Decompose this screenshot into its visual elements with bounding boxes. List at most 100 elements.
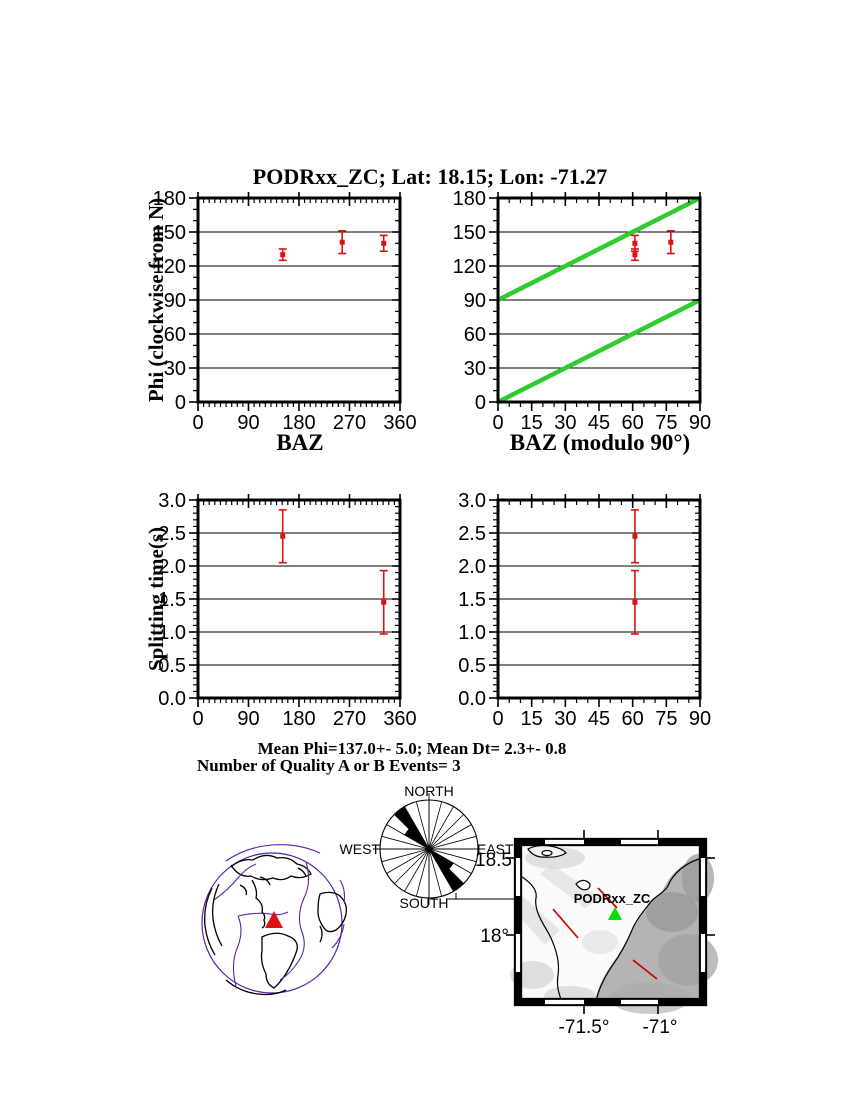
coastline-path xyxy=(204,887,216,956)
plate-boundary-path xyxy=(331,879,346,949)
tick-label: 0.5 xyxy=(158,655,186,677)
tick-label: 3.0 xyxy=(458,490,486,512)
splitting-bar xyxy=(597,887,618,909)
rose-spoke xyxy=(381,835,430,850)
tick-label: 0 xyxy=(492,412,503,434)
terrain-shade xyxy=(518,892,560,945)
terrain-shade xyxy=(682,854,714,902)
coastline-path xyxy=(225,979,287,996)
rose-spoke xyxy=(428,835,477,850)
tick-label: 30 xyxy=(554,708,576,730)
dt-vs-baz-mod90-panel: 0 15 30 45 60 75 90 0.0 0.5 1.0 1.5 2.0 2.5 3.0 xyxy=(458,490,711,730)
tick-label: 0 xyxy=(175,392,186,414)
tick-label: 0 xyxy=(192,412,203,434)
rose-spoke xyxy=(386,848,430,874)
splitting-bar xyxy=(632,959,658,980)
tick-label: 60 xyxy=(464,324,486,346)
tick-label: 30 xyxy=(554,412,576,434)
tick-label: 90 xyxy=(164,290,186,312)
plot-frame xyxy=(196,498,402,700)
tick-label: 75 xyxy=(655,412,677,434)
tick-label: 90 xyxy=(689,412,711,434)
tick-label: 2.5 xyxy=(158,523,186,545)
frame-outer-line xyxy=(513,837,708,1007)
tick-label: 180 xyxy=(153,188,186,210)
rose-spoke xyxy=(386,824,430,850)
tick-label: 270 xyxy=(333,708,366,730)
mean-values-text: Mean Phi=137.0+- 5.0; Mean Dt= 2.3+- 0.8 xyxy=(258,739,567,758)
map-frame xyxy=(513,837,708,1007)
data-point xyxy=(379,569,388,635)
tick-label: 60 xyxy=(164,324,186,346)
tick-label: 180 xyxy=(282,708,315,730)
tick-label: 90 xyxy=(237,708,259,730)
coast-loop xyxy=(575,879,591,891)
data-point xyxy=(630,569,639,635)
tick-label: 60 xyxy=(622,708,644,730)
plot-frame xyxy=(196,196,402,404)
lat-tick-label: 18.5 xyxy=(475,850,512,871)
data-point xyxy=(278,509,287,564)
frame-band xyxy=(515,839,706,1005)
data-point xyxy=(379,234,388,253)
tick-label: 1.5 xyxy=(458,589,486,611)
terrain-shade xyxy=(658,934,718,986)
tick-label: 60 xyxy=(622,412,644,434)
rose-spoke xyxy=(415,848,430,897)
data-point xyxy=(338,230,347,255)
globe-map xyxy=(201,844,348,996)
rose-spoke xyxy=(415,801,430,850)
reference-line xyxy=(496,195,702,303)
tick-label: 0.5 xyxy=(458,655,486,677)
rose-wedge xyxy=(404,828,429,849)
xlabel-baz-mod90: BAZ (modulo 90°) xyxy=(510,430,690,455)
terrain-shade xyxy=(540,864,600,908)
event-count-text: Number of Quality A or B Events= 3 xyxy=(197,756,461,775)
plate-boundary-path xyxy=(232,915,242,987)
tick-label: 0.0 xyxy=(158,688,186,710)
splitting-bar xyxy=(552,908,579,939)
tick-label: 180 xyxy=(282,412,315,434)
coastline-path xyxy=(239,876,271,896)
rose-wedge xyxy=(429,849,454,870)
data-point xyxy=(666,230,675,255)
tick-label: 0 xyxy=(475,392,486,414)
plot-frame xyxy=(496,498,702,700)
tick-label: 15 xyxy=(521,708,543,730)
tick-label: 45 xyxy=(588,708,610,730)
reference-line xyxy=(496,297,702,405)
frame-band-gaps xyxy=(515,839,706,1005)
rose-spoke xyxy=(381,848,430,863)
rose-spoke xyxy=(428,814,464,850)
ylabel-splitting-time: Splitting time(s) xyxy=(144,527,168,671)
terrain-shade xyxy=(646,892,698,932)
tick-label: 90 xyxy=(237,412,259,434)
figure-title: PODRxx_ZC; Lat: 18.15; Lon: -71.27 xyxy=(253,164,607,189)
frame-inner-line xyxy=(520,844,701,1000)
lat-tick-label: 18° xyxy=(480,926,509,947)
tick-label: 120 xyxy=(453,256,486,278)
lon-tick-label: -71.5° xyxy=(559,1017,610,1038)
lake-outline xyxy=(541,849,553,857)
tick-label: 90 xyxy=(689,708,711,730)
data-point xyxy=(630,509,639,564)
tick-label: 15 xyxy=(521,412,543,434)
coastline-path xyxy=(251,879,266,929)
station-map: PODRxx_ZC 18.5 18° -71.5° -71° xyxy=(475,830,718,1038)
coastline-path xyxy=(595,857,704,1003)
tick-label: 90 xyxy=(464,290,486,312)
coastline-path xyxy=(211,883,223,947)
tick-label: 0 xyxy=(192,708,203,730)
rose-spoke xyxy=(394,848,430,884)
tick-label: 270 xyxy=(333,412,366,434)
tick-label: 1.0 xyxy=(458,622,486,644)
terrain-shade xyxy=(582,930,618,954)
tick-label: 30 xyxy=(164,358,186,380)
plate-boundary-path xyxy=(213,863,257,901)
tick-label: 0.0 xyxy=(458,688,486,710)
compass-west-label: WEST xyxy=(340,841,381,857)
dt-vs-baz-panel: 0 90 180 270 360 0.0 0.5 1.0 1.5 2.0 2.5 3.0 xyxy=(158,490,417,730)
